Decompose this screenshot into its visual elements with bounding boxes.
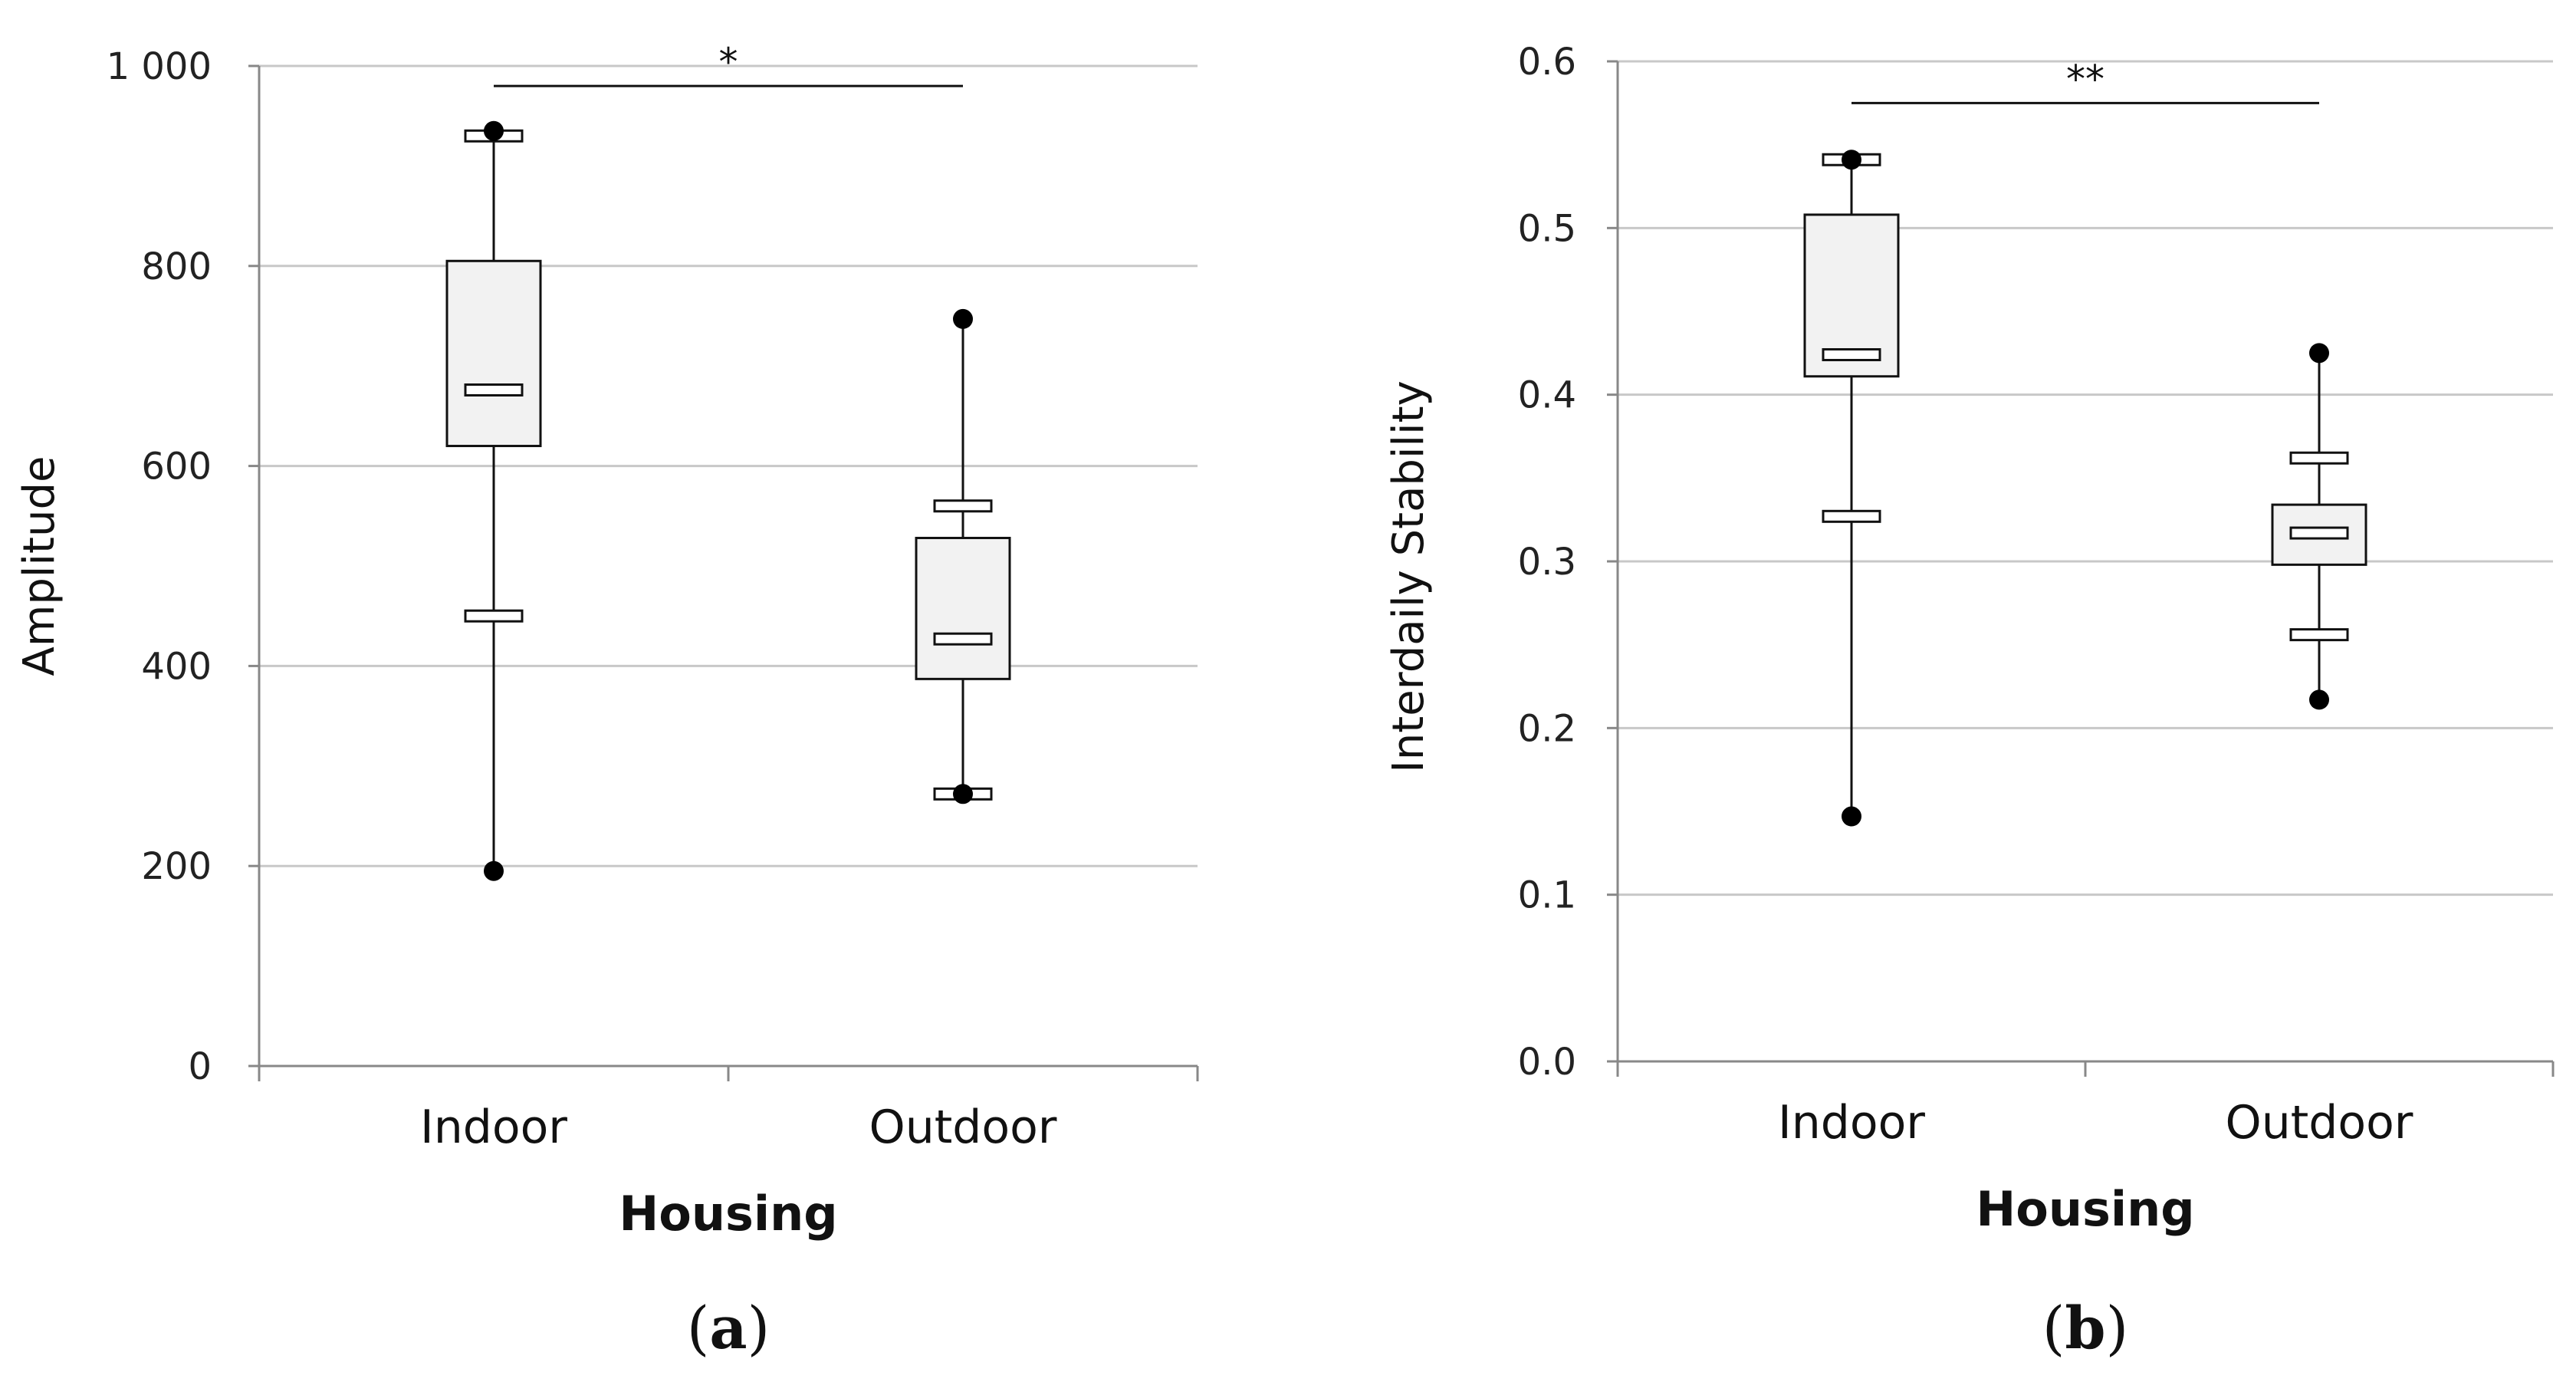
chart-b-category-label-indoor: Indoor [1778,1096,1925,1150]
chart-b-y-tick-label: 0.5 [1518,207,1576,250]
chart-a-box-outdoor [915,308,1011,804]
chart-b: 0.0 0.1 0.2 0.3 0.4 0.5 0.6 Indoor Outdoor ** Hous… [1384,41,2555,1362]
chart-a-category-label-indoor: Indoor [420,1101,567,1154]
p95-cap [2289,451,2349,465]
chart-a-y-axis-title: Amplitude [15,456,64,676]
chart-b-panel-label: (b) [2042,1294,2128,1362]
chart-b-category-label-outdoor: Outdoor [2226,1096,2413,1150]
chart-a-significance-label: * [719,40,738,84]
max-point [1842,150,1861,170]
chart-b-box-outdoor [2271,343,2367,710]
median-marker [1822,348,1881,362]
chart-b-significance-label: ** [2066,57,2104,101]
p5-cap [2289,628,2349,642]
p5-cap [1822,509,1881,523]
chart-b-y-tick-label: 0.2 [1518,707,1576,750]
chart-a: 0 200 400 600 800 1 000 Indoor Outdoor * Housing A… [15,40,1199,1362]
iqr-box [445,259,542,448]
iqr-box [915,536,1011,680]
median-marker [2289,526,2349,540]
max-point [484,120,504,141]
p95-cap [933,499,993,513]
chart-a-y-tick-label: 600 [141,446,212,489]
min-point [2309,689,2329,710]
min-point [484,860,504,881]
max-point [2309,343,2329,364]
chart-a-box-indoor [445,120,542,881]
chart-b-y-tick-label: 0.1 [1518,874,1576,917]
chart-a-x-axis-title: Housing [619,1186,837,1242]
chart-b-y-tick-label: 0.0 [1518,1041,1576,1084]
median-marker [464,383,524,396]
chart-a-panel-label: (a) [687,1294,770,1362]
chart-b-x-axis-title: Housing [1976,1181,2194,1237]
chart-b-y-axis-title: Interdaily Stability [1384,380,1434,773]
chart-a-y-tick-label: 1 000 [107,45,212,88]
chart-a-y-tick-label: 200 [141,845,212,888]
chart-a-y-tick-label: 800 [141,245,212,288]
chart-a-y-tick-label: 0 [188,1045,212,1088]
max-point [953,308,973,329]
chart-a-category-label-outdoor: Outdoor [869,1101,1057,1154]
chart-b-y-tick-label: 0.4 [1518,374,1576,417]
median-marker [933,632,993,646]
chart-a-y-tick-label: 400 [141,645,212,688]
chart-b-y-tick-label: 0.6 [1518,41,1576,84]
min-point [953,784,973,804]
chart-b-box-indoor [1803,150,1900,827]
chart-b-y-tick-label: 0.3 [1518,541,1576,584]
p5-cap [464,609,524,623]
min-point [1842,806,1861,827]
